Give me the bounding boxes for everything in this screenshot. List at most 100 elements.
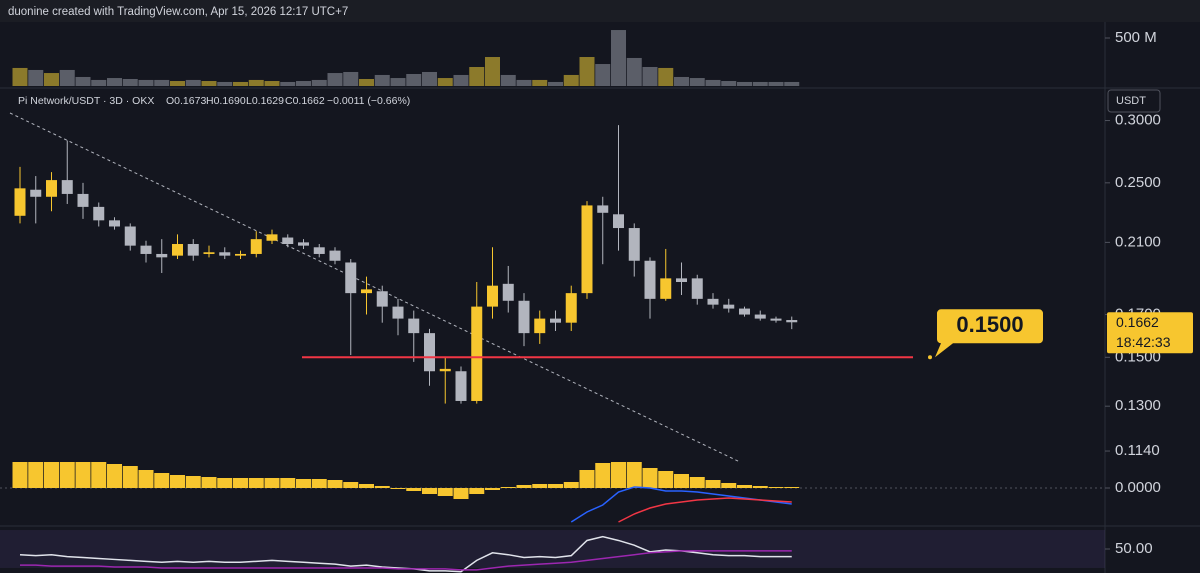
y-tick-label: 0.2100 bbox=[1115, 233, 1161, 250]
candle-body bbox=[424, 333, 435, 372]
candle-body bbox=[691, 278, 703, 299]
histogram-bar bbox=[626, 462, 642, 488]
volume-bar bbox=[611, 30, 626, 87]
histogram-bar bbox=[91, 462, 107, 488]
volume-bar bbox=[674, 76, 689, 86]
y-tick-label: 0.1140 bbox=[1115, 442, 1160, 459]
histogram-bar bbox=[154, 473, 170, 488]
candle-body bbox=[550, 318, 561, 323]
candle-body bbox=[329, 250, 341, 261]
histogram-bar bbox=[642, 468, 658, 488]
volume-bar bbox=[44, 73, 59, 86]
histogram-bar bbox=[453, 488, 469, 499]
candle-body bbox=[219, 252, 231, 256]
legend-open: O0.1673 bbox=[166, 95, 206, 107]
volume-bar bbox=[280, 81, 296, 86]
volume-bar bbox=[91, 79, 107, 86]
candle-body bbox=[597, 205, 609, 213]
candle-body bbox=[156, 253, 168, 258]
candle-body bbox=[660, 278, 672, 299]
volume-bar bbox=[28, 69, 44, 86]
histogram-bar bbox=[359, 484, 374, 488]
candle-body bbox=[93, 206, 105, 221]
volume-bar bbox=[185, 79, 201, 86]
histogram-bar bbox=[784, 487, 800, 488]
candle-body bbox=[313, 247, 325, 254]
y-tick-label: 0.1300 bbox=[1115, 397, 1161, 414]
volume-bar bbox=[516, 79, 532, 86]
countdown-label: 18:42:33 bbox=[1116, 334, 1171, 350]
histogram-bar bbox=[311, 479, 327, 488]
rsi-line bbox=[20, 550, 792, 571]
volume-bar bbox=[296, 81, 311, 86]
annotation-box bbox=[935, 309, 1043, 358]
volume-bar bbox=[59, 69, 75, 86]
candle-body bbox=[203, 252, 215, 254]
candle-body bbox=[565, 293, 577, 323]
candle-body bbox=[770, 318, 782, 321]
legend-high: H0.1690 bbox=[206, 95, 246, 107]
header-text: duonine created with TradingView.com, Ap… bbox=[8, 6, 348, 18]
candle-body bbox=[46, 180, 57, 197]
candle-body bbox=[754, 314, 766, 319]
y-tick-label: 0.3000 bbox=[1115, 112, 1161, 129]
histogram-bar bbox=[170, 475, 185, 488]
candle-body bbox=[376, 291, 388, 307]
candle-body bbox=[455, 371, 467, 401]
histogram-bar bbox=[705, 480, 721, 488]
volume-bar bbox=[626, 57, 642, 86]
volume-bar bbox=[390, 78, 406, 86]
candle-body bbox=[408, 318, 420, 334]
histogram-bar bbox=[296, 479, 311, 488]
histogram-bar bbox=[768, 487, 784, 488]
candle-body bbox=[707, 298, 719, 305]
volume-bar bbox=[264, 81, 280, 86]
candle-body bbox=[628, 228, 640, 261]
histogram-bar bbox=[122, 466, 138, 488]
candle-body bbox=[581, 205, 593, 294]
legend-low: L0.1629 bbox=[246, 95, 284, 107]
candle-body bbox=[298, 242, 309, 246]
histogram-bar bbox=[374, 486, 390, 488]
legend-change: −0.0011 (−0.66%) bbox=[327, 95, 410, 107]
histogram-bar bbox=[406, 488, 422, 491]
candle-body bbox=[502, 283, 514, 301]
last-price-box bbox=[1107, 312, 1193, 354]
volume-bar bbox=[595, 64, 611, 86]
candle-body bbox=[109, 220, 120, 227]
candle-body bbox=[282, 237, 294, 245]
volume-bar bbox=[170, 81, 185, 86]
histogram-bar bbox=[485, 488, 500, 490]
volume-bar bbox=[122, 78, 138, 86]
volume-bar bbox=[217, 81, 233, 86]
histogram-bar bbox=[658, 471, 674, 488]
candle-body bbox=[345, 262, 357, 294]
volume-bar bbox=[201, 81, 217, 86]
annotation-anchor bbox=[928, 355, 932, 360]
legend-close: C0.1662 bbox=[285, 95, 325, 107]
histogram-bar bbox=[12, 462, 28, 488]
histogram-bar bbox=[217, 478, 233, 488]
candle-body bbox=[187, 244, 199, 256]
histogram-bar bbox=[390, 488, 406, 489]
y-tick-label: 0.0000 bbox=[1115, 479, 1161, 496]
histogram-bar bbox=[548, 484, 563, 488]
annotation-label: 0.1500 bbox=[956, 312, 1023, 337]
histogram-bar bbox=[138, 470, 154, 488]
volume-bar bbox=[154, 79, 170, 86]
candle-body bbox=[644, 260, 656, 299]
volume-bar bbox=[737, 81, 752, 86]
volume-bar bbox=[138, 79, 154, 86]
volume-bar bbox=[374, 74, 390, 86]
candle-body bbox=[439, 368, 451, 372]
volume-bar bbox=[75, 76, 91, 86]
histogram-bar bbox=[44, 462, 59, 488]
histogram-bar bbox=[280, 478, 296, 488]
histogram-bar bbox=[563, 482, 579, 488]
histogram-bar bbox=[532, 484, 548, 488]
volume-bar bbox=[406, 74, 422, 86]
volume-bar bbox=[642, 66, 658, 86]
histogram-bar bbox=[737, 485, 752, 488]
y-tick-label: 500 M bbox=[1115, 29, 1157, 46]
